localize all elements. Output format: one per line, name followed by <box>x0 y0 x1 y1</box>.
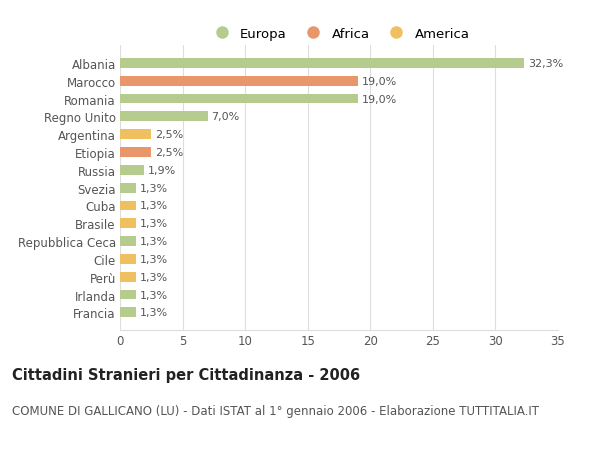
Text: COMUNE DI GALLICANO (LU) - Dati ISTAT al 1° gennaio 2006 - Elaborazione TUTTITAL: COMUNE DI GALLICANO (LU) - Dati ISTAT al… <box>12 404 539 417</box>
Bar <box>120 166 144 175</box>
Text: 1,3%: 1,3% <box>140 290 168 300</box>
Bar <box>120 201 136 211</box>
Bar <box>120 130 151 140</box>
Legend: Europa, Africa, America: Europa, Africa, America <box>205 24 473 45</box>
Bar <box>120 308 136 318</box>
Text: 1,9%: 1,9% <box>148 165 176 175</box>
Bar <box>120 59 524 68</box>
Text: 1,3%: 1,3% <box>140 254 168 264</box>
Text: 1,3%: 1,3% <box>140 272 168 282</box>
Text: 19,0%: 19,0% <box>362 77 397 86</box>
Bar <box>120 254 136 264</box>
Bar <box>120 112 208 122</box>
Text: 2,5%: 2,5% <box>155 148 183 157</box>
Text: 1,3%: 1,3% <box>140 201 168 211</box>
Bar <box>120 237 136 246</box>
Text: 1,3%: 1,3% <box>140 236 168 246</box>
Bar <box>120 272 136 282</box>
Bar <box>120 290 136 300</box>
Bar <box>120 219 136 229</box>
Bar <box>120 77 358 86</box>
Text: 1,3%: 1,3% <box>140 183 168 193</box>
Text: 7,0%: 7,0% <box>211 112 239 122</box>
Text: 1,3%: 1,3% <box>140 308 168 318</box>
Bar <box>120 95 358 104</box>
Bar <box>120 183 136 193</box>
Text: 1,3%: 1,3% <box>140 219 168 229</box>
Text: 32,3%: 32,3% <box>528 59 563 69</box>
Text: 19,0%: 19,0% <box>362 94 397 104</box>
Bar <box>120 148 151 157</box>
Text: Cittadini Stranieri per Cittadinanza - 2006: Cittadini Stranieri per Cittadinanza - 2… <box>12 367 360 382</box>
Text: 2,5%: 2,5% <box>155 130 183 140</box>
